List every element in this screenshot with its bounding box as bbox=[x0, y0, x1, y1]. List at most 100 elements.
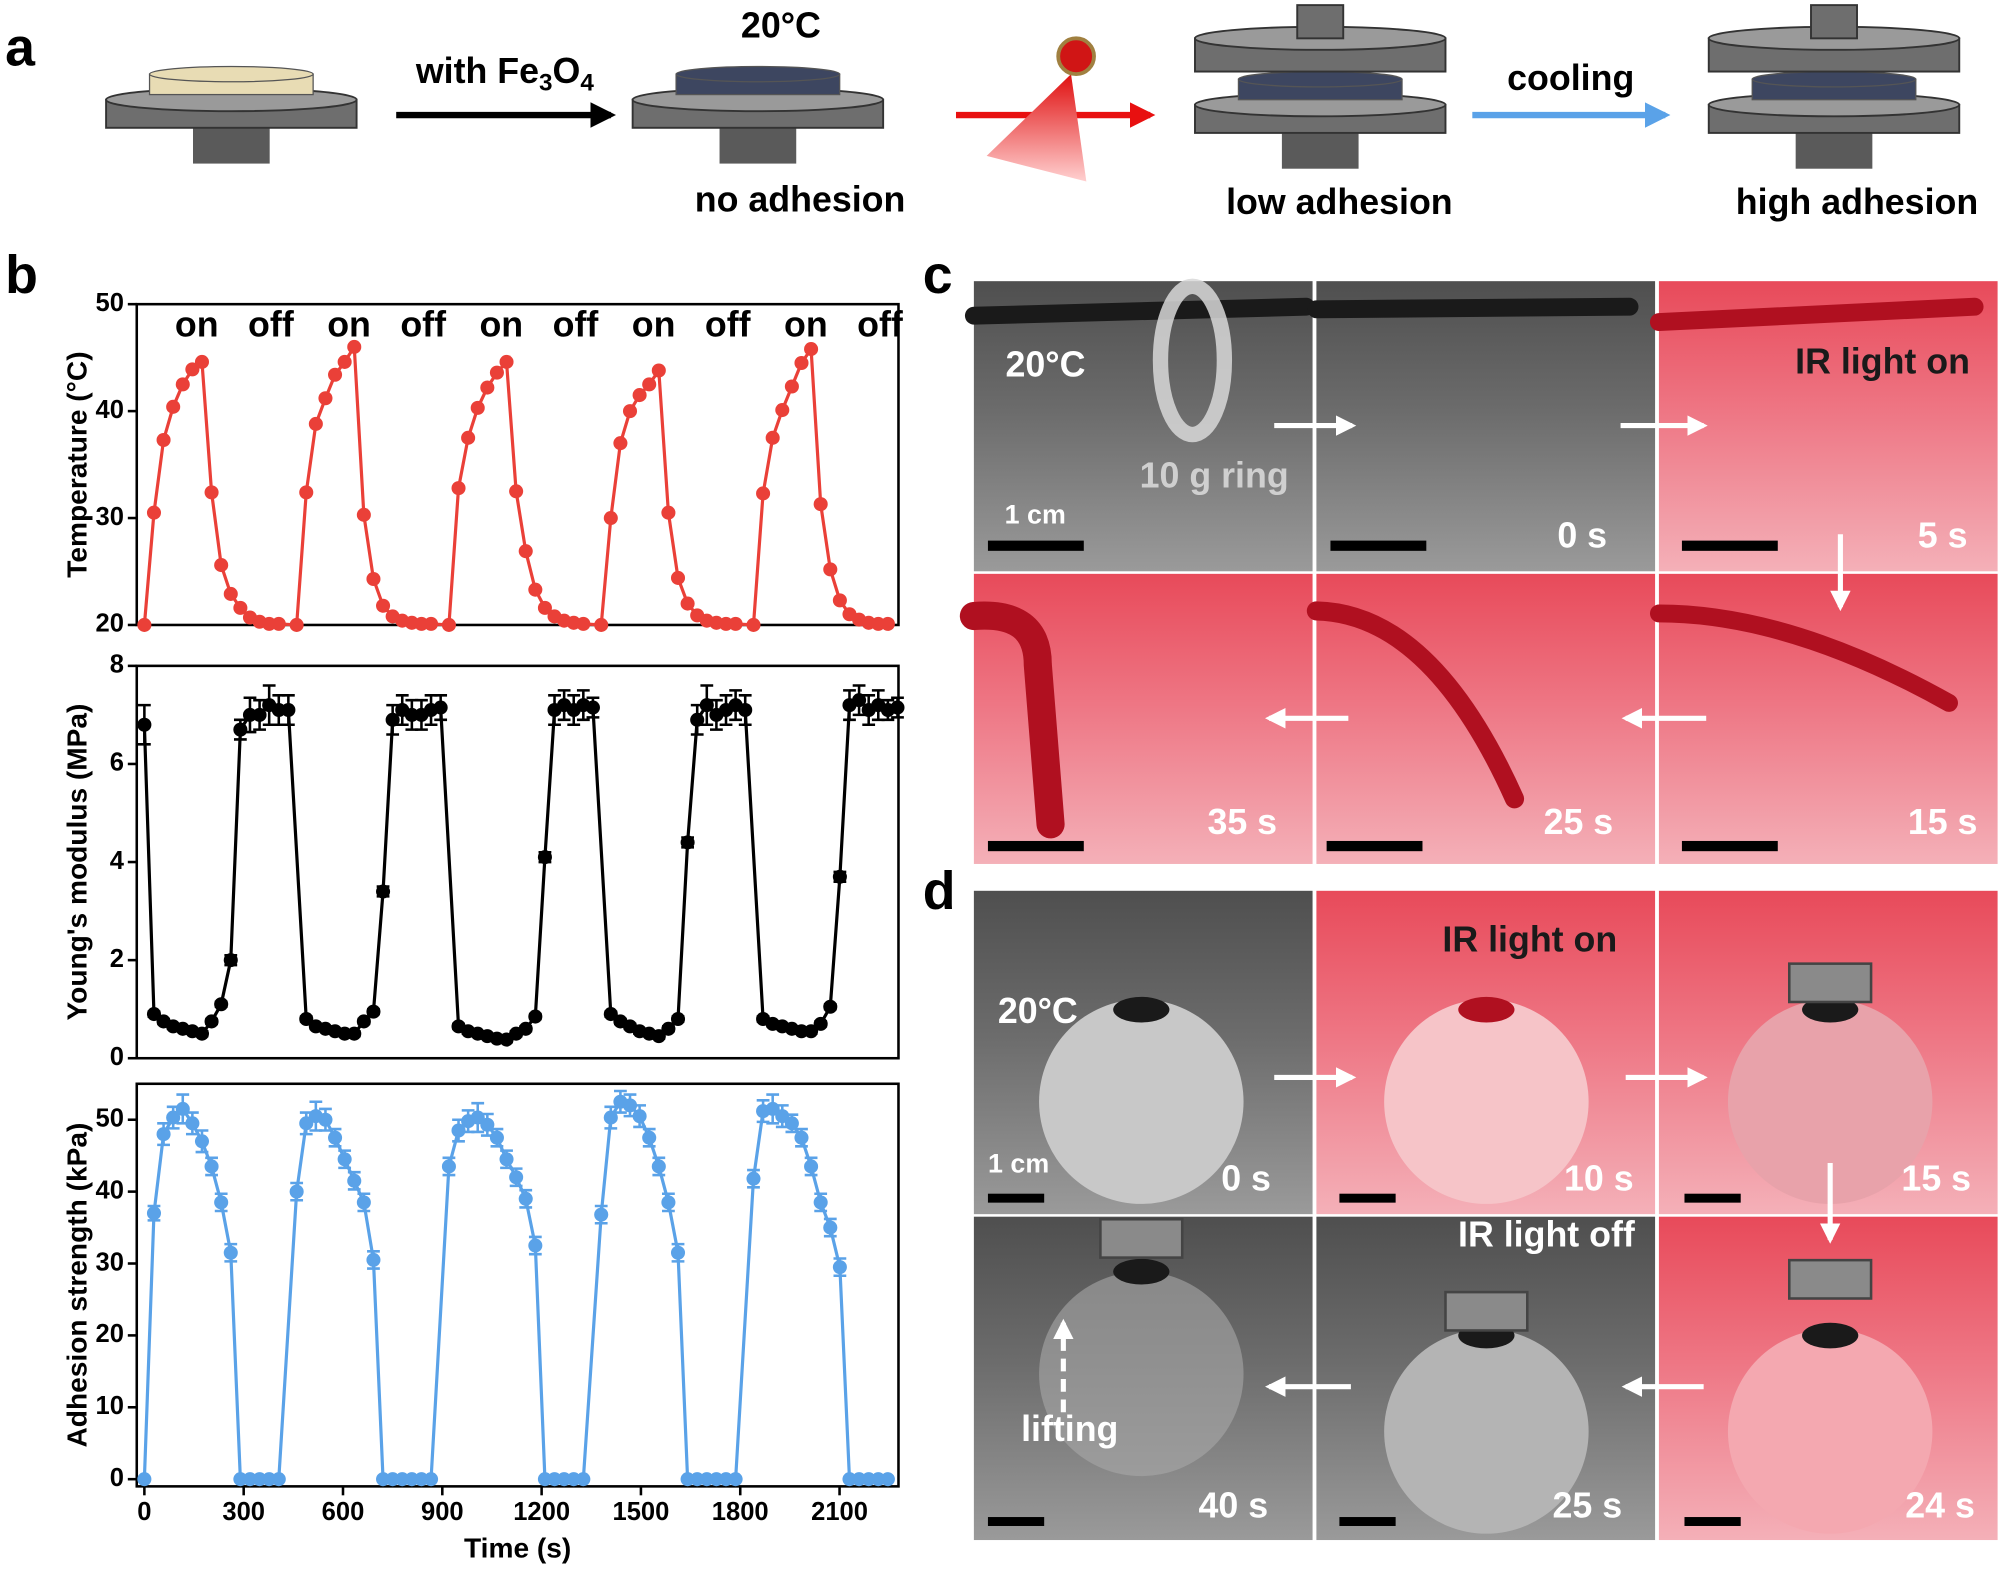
panel-label: d bbox=[923, 861, 956, 921]
photo-label: IR light on bbox=[1442, 919, 1617, 959]
disc-top bbox=[1237, 70, 1403, 88]
data-point bbox=[214, 1195, 229, 1210]
data-point bbox=[424, 1472, 439, 1487]
disc-top bbox=[675, 65, 841, 83]
step-label: with Fe3O4 bbox=[415, 52, 595, 97]
annotation: on bbox=[632, 305, 676, 345]
y-tick-label: 0 bbox=[110, 1043, 124, 1071]
data-point bbox=[194, 354, 210, 369]
data-point bbox=[146, 1007, 162, 1022]
y-axis-label: Adhesion strength (kPa) bbox=[62, 1123, 93, 1448]
chart: 0 2 4 6 8 Young's modulus (MPa) bbox=[62, 651, 905, 1071]
data-point bbox=[594, 617, 609, 632]
data-point bbox=[385, 712, 400, 727]
data-point bbox=[651, 1159, 666, 1174]
x-axis-label: Time (s) bbox=[464, 1533, 571, 1564]
photo-label: 20°C bbox=[998, 991, 1078, 1031]
data-point bbox=[499, 354, 514, 369]
ball bbox=[1039, 999, 1244, 1204]
data-point bbox=[356, 1014, 371, 1029]
scale-label: 1 cm bbox=[988, 1149, 1049, 1179]
data-point bbox=[585, 700, 600, 715]
adhesive bbox=[1113, 1258, 1170, 1285]
y-tick-label: 30 bbox=[96, 503, 124, 531]
data-point bbox=[223, 1245, 238, 1260]
data-point bbox=[622, 404, 638, 419]
rod bbox=[1649, 297, 1984, 332]
data-point bbox=[175, 1101, 190, 1116]
data-point bbox=[576, 1472, 591, 1487]
data-point bbox=[337, 1152, 352, 1167]
data-point bbox=[347, 1026, 362, 1041]
data-point bbox=[813, 497, 828, 512]
data-point bbox=[852, 693, 867, 708]
data-point bbox=[518, 544, 533, 559]
data-point bbox=[699, 698, 714, 713]
annotation: on bbox=[327, 305, 371, 345]
x-tick-label: 1200 bbox=[513, 1498, 570, 1526]
time-label: 25 s bbox=[1553, 1486, 1623, 1526]
annotation: off bbox=[857, 305, 903, 345]
scale-bar bbox=[1339, 1517, 1396, 1526]
state-label: no adhesion bbox=[695, 179, 906, 219]
rod bbox=[1649, 604, 1958, 712]
photo-label: IR light on bbox=[1795, 342, 1970, 382]
annotation: off bbox=[705, 305, 751, 345]
data-line bbox=[142, 1099, 888, 1481]
data-point bbox=[832, 1260, 847, 1275]
data-point bbox=[318, 391, 333, 406]
data-point bbox=[784, 1116, 799, 1131]
time-label: 35 s bbox=[1207, 802, 1277, 842]
disc-top bbox=[148, 65, 314, 83]
scale-bar bbox=[987, 540, 1084, 551]
data-point bbox=[328, 1130, 343, 1145]
knob bbox=[1810, 4, 1858, 40]
data-point bbox=[441, 1159, 456, 1174]
photo bbox=[973, 281, 1313, 572]
data-point bbox=[433, 700, 448, 715]
data-point bbox=[880, 616, 895, 631]
annotation: off bbox=[400, 305, 446, 345]
data-point bbox=[376, 884, 391, 899]
data-point bbox=[137, 1472, 152, 1487]
data-point bbox=[289, 1184, 304, 1199]
data-point bbox=[603, 511, 618, 526]
magnet bbox=[1788, 962, 1873, 1004]
magnet bbox=[1099, 1217, 1184, 1259]
scale-bar bbox=[1681, 540, 1778, 551]
data-point bbox=[366, 1252, 381, 1267]
magnet bbox=[1788, 1258, 1873, 1300]
time-label: 5 s bbox=[1918, 516, 1968, 556]
data-point bbox=[804, 342, 819, 357]
data-point bbox=[356, 1195, 371, 1210]
data-point bbox=[451, 481, 466, 496]
data-point bbox=[642, 1130, 657, 1145]
data-point bbox=[528, 1009, 543, 1024]
data-point bbox=[441, 617, 456, 632]
data-point bbox=[271, 616, 286, 631]
data-line bbox=[142, 698, 898, 1042]
time-label: 10 s bbox=[1564, 1158, 1634, 1198]
photo bbox=[1316, 281, 1656, 572]
time-label: 24 s bbox=[1905, 1486, 1975, 1526]
data-point bbox=[823, 999, 838, 1014]
data-point bbox=[775, 403, 790, 418]
data-point bbox=[194, 1134, 210, 1149]
y-tick-label: 20 bbox=[96, 610, 124, 638]
x-tick-label: 1500 bbox=[613, 1498, 670, 1526]
data-point bbox=[223, 586, 238, 601]
scale-bar bbox=[1681, 840, 1778, 852]
y-tick-label: 4 bbox=[110, 847, 125, 875]
data-point bbox=[670, 1245, 686, 1260]
ball bbox=[1727, 999, 1933, 1204]
time-label: 0 s bbox=[1557, 516, 1607, 556]
time-label: 40 s bbox=[1199, 1486, 1269, 1526]
annotation: off bbox=[248, 305, 294, 345]
data-point bbox=[680, 596, 695, 611]
data-point bbox=[214, 558, 229, 573]
adhesive bbox=[1458, 996, 1515, 1023]
data-point bbox=[424, 616, 439, 631]
stem bbox=[192, 122, 270, 164]
data-point bbox=[166, 399, 181, 414]
